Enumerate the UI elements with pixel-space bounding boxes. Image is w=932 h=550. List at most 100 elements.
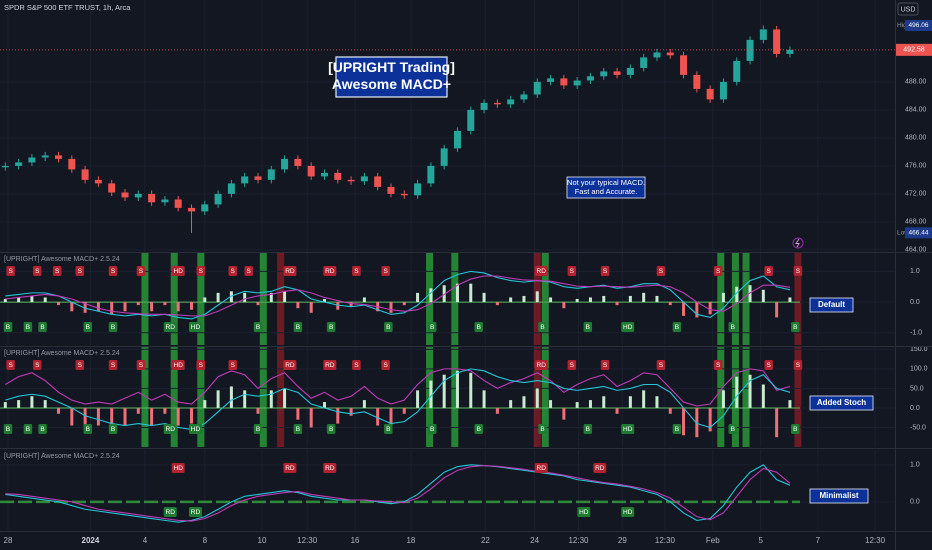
signal-label: S	[659, 362, 664, 369]
histogram-bar	[522, 295, 526, 303]
candle-body	[427, 165, 435, 184]
histogram-bar	[735, 286, 739, 303]
signal-label: S	[659, 268, 664, 275]
histogram-bar	[150, 407, 154, 426]
signal-box	[171, 360, 185, 370]
signal-box	[228, 360, 237, 370]
histogram-bar	[735, 376, 739, 408]
annotation-box	[566, 176, 646, 199]
low_label-box	[905, 227, 932, 239]
signal-label: RD	[166, 324, 176, 331]
signal-label: B	[40, 426, 44, 433]
histogram-bar	[203, 297, 207, 303]
candle-body	[214, 193, 222, 205]
signal-band	[141, 347, 149, 447]
signal-label: HD	[174, 465, 184, 472]
signal-box	[228, 266, 237, 276]
histogram-bar	[296, 302, 300, 309]
signal-label: B	[793, 426, 797, 433]
candle-body	[680, 55, 688, 75]
pane-title: [UPRIGHT] Awesome MACD+ 2.5.24	[4, 350, 120, 357]
histogram-bar	[322, 402, 326, 408]
histogram-bar	[748, 374, 752, 408]
signal-label: S	[78, 268, 83, 275]
currency-box[interactable]	[897, 2, 919, 16]
candle-body	[94, 179, 102, 184]
histogram-bar	[761, 384, 765, 408]
candle-body	[15, 162, 23, 166]
histogram-bar	[123, 407, 127, 426]
signal-box	[656, 266, 666, 276]
signal-box	[672, 322, 682, 332]
signal-label: S	[766, 268, 771, 275]
histogram-bar	[243, 390, 247, 408]
x-tick-label: 2024	[82, 536, 100, 545]
candle-body	[706, 88, 714, 100]
y-tick-label: -50.0	[910, 424, 926, 431]
x-tick-label: 10	[258, 536, 267, 545]
signal-box	[3, 322, 13, 332]
signal-label: S	[111, 268, 116, 275]
histogram-bar	[17, 297, 21, 303]
candle-body	[55, 155, 63, 159]
histogram-bar	[30, 396, 34, 408]
signal-box	[381, 266, 390, 276]
signal-label: B	[26, 324, 30, 331]
histogram-bar	[349, 407, 353, 416]
signal-box	[474, 424, 484, 434]
signal-label: B	[731, 426, 735, 433]
signal-band	[451, 253, 459, 345]
signal-box	[108, 424, 118, 434]
signal-box	[75, 266, 85, 276]
alert-icon-bolt	[795, 238, 800, 248]
histogram-bar	[70, 302, 74, 312]
x-tick-label: 5	[758, 536, 763, 545]
histogram-bar	[229, 386, 233, 408]
signal-box	[323, 463, 337, 473]
signal-label: S	[139, 362, 144, 369]
histogram-bar	[495, 407, 499, 414]
signal-box	[253, 322, 263, 332]
y-tick-label: 1.0	[910, 268, 920, 275]
signal-label: RD	[166, 509, 176, 516]
histogram-bar	[269, 390, 273, 408]
histogram-bar	[389, 407, 393, 428]
signal-label: S	[35, 268, 40, 275]
candle-body	[786, 49, 794, 54]
histogram-bar	[336, 302, 340, 310]
histogram-bar	[522, 396, 526, 408]
signal-label: S	[247, 268, 252, 275]
candle-body	[560, 78, 568, 86]
signal-box	[323, 360, 337, 370]
signal-box	[38, 424, 47, 434]
annotation-text: Fast and Accurate.	[575, 187, 638, 196]
candle-body	[547, 78, 555, 82]
candle-body	[586, 76, 594, 81]
histogram-bar	[721, 292, 725, 303]
histogram-bar	[110, 407, 114, 432]
candle-body	[480, 102, 488, 110]
x-tick-label: 4	[143, 536, 148, 545]
signal-band	[277, 347, 285, 447]
histogram-bar	[642, 390, 646, 408]
signal-label: B	[111, 324, 115, 331]
histogram-bar	[495, 302, 499, 306]
signal-label: S	[354, 268, 359, 275]
currency[interactable]: USD	[901, 6, 916, 13]
histogram-bar	[322, 299, 326, 303]
signal-label: B	[386, 426, 390, 433]
histogram-bar	[389, 302, 393, 313]
histogram-bar	[176, 407, 180, 426]
annotation-box	[335, 56, 448, 98]
candle-body	[640, 57, 648, 68]
signal-box	[577, 507, 591, 517]
histogram-bar	[376, 407, 380, 426]
signal-box	[793, 360, 803, 370]
candle-body	[453, 130, 461, 149]
histogram-bar	[509, 400, 513, 408]
high_label-name: High	[897, 22, 911, 29]
alert-icon[interactable]	[792, 237, 804, 249]
signal-label: B	[675, 426, 679, 433]
signal-label: B	[6, 426, 10, 433]
